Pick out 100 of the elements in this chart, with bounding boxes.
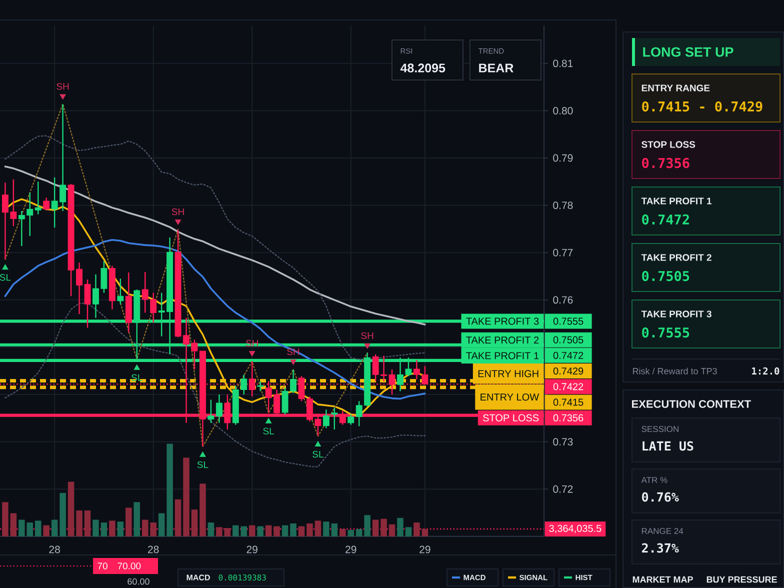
y-tick-label: 0.77 — [553, 248, 573, 256]
bar — [224, 528, 231, 536]
bar — [109, 520, 116, 536]
x-tick-label: 28 — [148, 546, 159, 554]
bar — [51, 520, 58, 536]
text: 60.00 — [128, 578, 150, 585]
point — [364, 343, 370, 349]
bar — [208, 522, 214, 536]
point — [266, 418, 272, 424]
bar — [150, 522, 156, 536]
text: ATR % — [641, 477, 668, 483]
bar — [397, 518, 404, 536]
y-tick-label: 0.76 — [553, 296, 573, 304]
bar — [191, 510, 198, 536]
candlestick — [43, 197, 50, 212]
bar — [216, 527, 222, 536]
text: SH — [172, 208, 184, 216]
point — [249, 351, 256, 356]
bar — [248, 525, 256, 536]
bar — [76, 510, 82, 536]
bar — [356, 528, 362, 536]
point — [2, 264, 8, 270]
y-tick-label: 0.73 — [553, 438, 573, 446]
candlestick — [216, 394, 222, 424]
text: 0.7555 — [553, 318, 584, 325]
y-tick-label: 0.79 — [553, 154, 573, 162]
point — [60, 94, 66, 100]
text: TAKE PROFIT 3 — [641, 310, 712, 318]
text: MARKET MAP — [632, 576, 693, 583]
text: TAKE PROFIT 2 — [641, 254, 712, 261]
text: 3,364,035.5 — [549, 524, 602, 534]
x-tick-label: 29 — [420, 546, 430, 554]
candlestick — [117, 278, 124, 305]
text: LONG SET UP — [643, 47, 734, 57]
point — [290, 360, 296, 365]
bar — [43, 525, 50, 536]
x-tick-label: 29 — [246, 546, 258, 554]
bar — [10, 513, 17, 536]
bar — [174, 499, 182, 536]
bar — [414, 522, 420, 536]
text: 0.7505 — [642, 270, 690, 282]
ref-line-label: STOP LOSS — [483, 414, 539, 422]
ref-line-label: TAKE PROFIT 1 — [466, 352, 539, 360]
text: 1:2.0 — [752, 367, 780, 375]
candlestick — [348, 414, 354, 426]
point — [314, 441, 321, 447]
bar — [364, 515, 370, 536]
series-label: SH — [361, 332, 374, 340]
candlestick — [34, 181, 42, 215]
bar — [158, 513, 165, 536]
bar — [117, 522, 124, 536]
bar — [348, 530, 354, 536]
text: SESSION — [642, 426, 678, 432]
bar — [372, 520, 379, 536]
text: SH — [56, 83, 69, 90]
bar — [183, 458, 190, 536]
candlestick — [208, 399, 214, 424]
candlestick — [257, 380, 264, 392]
bar — [340, 528, 346, 536]
text: 0.7356 — [642, 158, 690, 168]
bar — [126, 508, 132, 536]
text: 0.7555 — [642, 327, 690, 338]
text: STOP LOSS — [642, 141, 696, 148]
point — [134, 364, 140, 370]
text: 70 — [98, 562, 108, 570]
candlestick — [322, 409, 330, 429]
text: ENTRY RANGE — [642, 84, 710, 92]
bar — [100, 522, 108, 536]
text: BEAR — [479, 64, 514, 72]
bar — [34, 520, 42, 536]
bar — [142, 520, 148, 536]
text: 0.7356 — [553, 414, 584, 422]
text: 0.76% — [642, 492, 679, 502]
text: 0.7415 — [553, 398, 584, 406]
text: RANGE 24 — [642, 528, 684, 534]
candlestick — [331, 407, 338, 430]
bar — [134, 502, 140, 536]
bar — [323, 522, 330, 536]
text: 0.7415 - 0.7429 — [642, 101, 762, 112]
text: 70.00 — [118, 562, 141, 570]
bar — [2, 502, 8, 536]
text: 0.7429 — [553, 367, 584, 375]
x-tick-label: 28 — [49, 546, 60, 554]
text: 0.7422 — [553, 383, 584, 390]
bar — [274, 526, 280, 536]
bar — [388, 524, 396, 536]
bar — [166, 444, 173, 536]
bar — [265, 525, 272, 536]
text: SL — [197, 461, 208, 468]
bar — [18, 520, 25, 536]
bar — [380, 518, 387, 536]
bar — [405, 527, 412, 536]
text: 0.7472 — [642, 214, 689, 225]
bar — [200, 484, 206, 536]
text: SL — [0, 274, 11, 281]
y-tick-label: 0.78 — [553, 202, 573, 210]
text: 2.37% — [642, 543, 679, 553]
ref-line-label: TAKE PROFIT 3 — [466, 318, 539, 325]
text: 0.7472 — [553, 352, 584, 359]
bar — [60, 492, 66, 536]
